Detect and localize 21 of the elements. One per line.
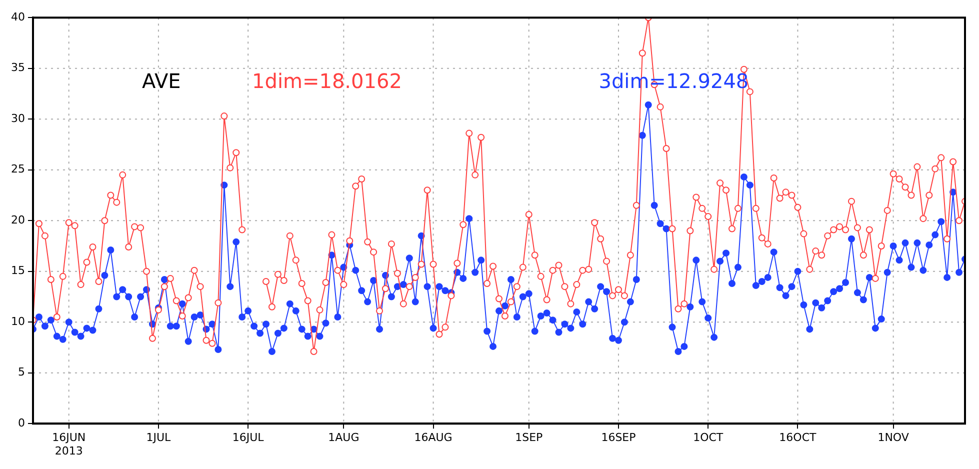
y-tick-label: 35 [10,61,25,74]
x-tick-label: 16JUN 2013 [52,431,86,458]
x-tick-label: 1AUG [328,431,360,444]
x-tick-label: 1NOV [878,431,910,444]
y-tick-label: 40 [10,10,25,24]
x-tick-label: 1OCT [693,431,724,444]
y-tick-label: 15 [10,264,25,278]
y-tick-label: 0 [18,416,25,430]
x-tick-label: 16JUL [232,431,265,444]
annotation: 1dim=18.0162 [252,68,402,93]
y-tick-label: 10 [10,314,25,328]
x-tick-label: 16AUG [414,431,452,444]
x-tick-label: 16SEP [601,431,636,444]
y-tick-label: 25 [10,162,25,176]
y-tick-label: 5 [18,366,25,379]
annotation: AVE [142,68,181,93]
x-tick-label: 16OCT [779,431,817,444]
y-tick-label: 30 [10,112,25,125]
y-tick-label: 20 [10,213,25,226]
x-tick-label: 1SEP [515,431,544,444]
x-tick-label: 1JUL [146,431,172,444]
